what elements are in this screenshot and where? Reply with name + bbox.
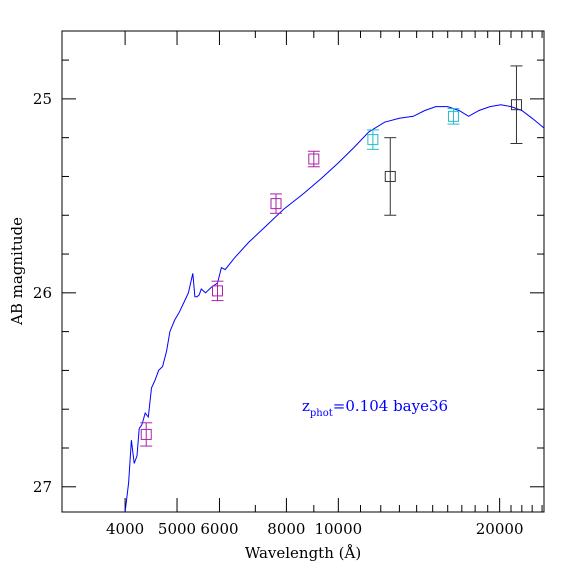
x-tick-labels: 4000 5000 6000 8000 10000 20000: [106, 520, 523, 538]
photometry-point: [140, 422, 153, 447]
photometry-points: [140, 65, 523, 447]
x-tick-label: 4000: [106, 520, 144, 538]
point-marker: [270, 198, 282, 210]
point-marker: [447, 110, 459, 122]
photometry-point: [384, 137, 397, 216]
x-axis-title: Wavelength (Å): [245, 544, 361, 562]
x-tick-label: 10000: [314, 520, 362, 538]
photometry-point: [447, 108, 460, 125]
y-tick-label: 27: [33, 478, 52, 496]
point-marker: [367, 134, 379, 146]
annotation-sub: phot: [310, 408, 333, 419]
point-marker: [140, 428, 152, 440]
point-marker: [510, 99, 522, 111]
photometry-point: [510, 65, 523, 144]
y-tick-label: 25: [33, 90, 52, 108]
x-tick-label: 8000: [267, 520, 305, 538]
annotation-rest: =0.104 baye36: [333, 397, 448, 415]
photometry-point: [269, 193, 282, 214]
axis-ticks: [62, 31, 544, 512]
point-marker: [308, 153, 320, 165]
y-axis-title: AB magnitude: [8, 217, 26, 326]
x-tick-label: 5000: [158, 520, 196, 538]
photometry-point: [366, 129, 379, 150]
photometry-point: [307, 150, 320, 168]
x-tick-label: 6000: [200, 520, 238, 538]
point-marker: [212, 285, 224, 297]
redshift-annotation: zphot=0.104 baye36: [302, 397, 448, 419]
y-tick-label: 26: [33, 284, 52, 302]
x-tick-label: 20000: [476, 520, 524, 538]
y-tick-labels: 25 26 27: [33, 90, 52, 496]
photometry-point: [211, 280, 224, 302]
model-sed-line: [124, 104, 545, 513]
point-marker: [384, 170, 396, 182]
annotation-z: z: [302, 397, 310, 415]
plot-frame: [61, 30, 545, 513]
